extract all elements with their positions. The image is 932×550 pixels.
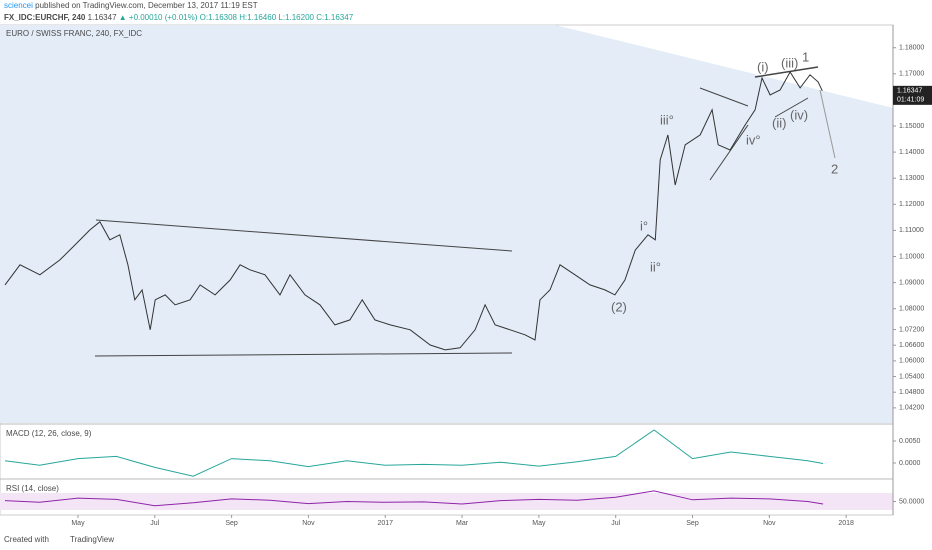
trend-line xyxy=(709,124,749,181)
price-line xyxy=(4,490,824,507)
symbol-line: FX_IDC:EURCHF, 240 1.16347 ▲ +0.00010 (+… xyxy=(4,13,354,22)
y-tick-label: 1.17000 xyxy=(899,71,924,78)
y-tick-label: 1.08000 xyxy=(899,306,924,313)
annotation: (ii) xyxy=(772,115,786,130)
x-tick-label: Nov xyxy=(302,520,315,527)
y-tick-label: 1.05400 xyxy=(899,373,924,380)
rsi-band xyxy=(0,493,893,510)
x-tick-label: May xyxy=(71,520,85,527)
x-tick-label: Jul xyxy=(611,520,620,527)
y-tick-label: 1.09000 xyxy=(899,279,924,286)
x-tick-label: Mar xyxy=(456,520,469,527)
x-tick-label: Nov xyxy=(763,520,776,527)
x-tick-label: Jul xyxy=(150,520,159,527)
y-tick-label: 1.12000 xyxy=(899,201,924,208)
drawings xyxy=(94,66,836,357)
annotation: iv° xyxy=(746,132,761,147)
pane-title: MACD (12, 26, close, 9) xyxy=(6,429,92,438)
y-tick-label: 1.04800 xyxy=(899,389,924,396)
last-price-box xyxy=(893,85,932,105)
pane-title: EURO / SWISS FRANC, 240, FX_IDC xyxy=(6,29,142,38)
footer-created: Created with xyxy=(4,535,49,544)
annotation: i° xyxy=(640,218,648,233)
ohlc: L:1.16200 xyxy=(278,13,314,22)
trend-line xyxy=(94,352,513,357)
annotation: (iii) xyxy=(781,55,798,70)
price-line xyxy=(4,71,823,351)
last: 1.16347 xyxy=(88,13,117,22)
annotation: (2) xyxy=(611,299,627,314)
shaded-area xyxy=(0,25,893,423)
ohlc: O:1.16308 xyxy=(200,13,238,22)
trend-line xyxy=(754,66,819,78)
trend-line xyxy=(774,97,809,118)
publisher: sciencei xyxy=(4,1,33,10)
y-tick-label: 1.06000 xyxy=(899,358,924,365)
y-tick-label: 0.0000 xyxy=(899,460,921,467)
change: ▲ +0.00010 (+0.01%) xyxy=(119,13,198,22)
footer-brand[interactable]: TradingView xyxy=(70,535,114,544)
annotation: 1 xyxy=(802,49,809,64)
y-tick-label: 0.0050 xyxy=(899,438,921,445)
y-tick-label: 1.07200 xyxy=(899,326,924,333)
trend-line xyxy=(699,87,749,107)
y-tick-label: 1.13000 xyxy=(899,175,924,182)
annotation: 2 xyxy=(831,161,838,176)
x-tick-label: May xyxy=(532,520,546,527)
y-tick-label: 1.10000 xyxy=(899,253,924,260)
x-tick-label: Sep xyxy=(225,520,238,527)
y-tick-label: 50.0000 xyxy=(899,498,924,505)
symbol: FX_IDC:EURCHF, 240 xyxy=(4,13,86,22)
y-tick-label: 1.14000 xyxy=(899,149,924,156)
x-tick-label: 2018 xyxy=(838,520,854,527)
x-tick-label: Sep xyxy=(686,520,699,527)
y-tick-label: 1.11000 xyxy=(899,227,924,234)
countdown: 01:41:09 xyxy=(897,97,924,104)
x-tick-label: 2017 xyxy=(377,520,393,527)
projection xyxy=(819,89,836,159)
header-line: sciencei published on TradingView.com, D… xyxy=(4,1,258,10)
annotation: (i) xyxy=(757,59,769,74)
y-tick-label: 1.18000 xyxy=(899,45,924,52)
annotation: ii° xyxy=(650,259,661,274)
annotation: iii° xyxy=(660,112,674,127)
price-line xyxy=(4,429,824,477)
ohlc: C:1.16347 xyxy=(316,13,353,22)
y-tick-label: 1.04200 xyxy=(899,405,924,412)
annotation: (iv) xyxy=(790,107,808,122)
y-tick-label: 1.06600 xyxy=(899,342,924,349)
last-price-label: 1.16347 xyxy=(897,88,922,95)
published: published on TradingView.com, December 1… xyxy=(35,1,258,10)
pane-title: RSI (14, close) xyxy=(6,484,59,493)
ohlc: H:1.16460 xyxy=(239,13,276,22)
y-tick-label: 1.15000 xyxy=(899,123,924,130)
trend-line xyxy=(95,219,513,252)
